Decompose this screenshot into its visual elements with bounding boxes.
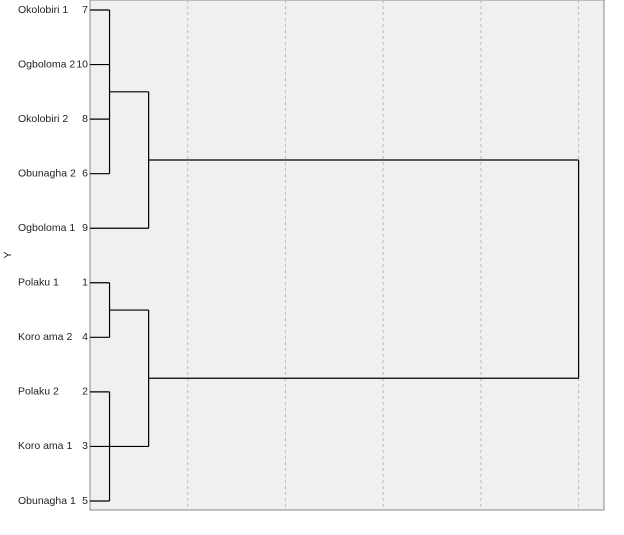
leaf-case: 6: [82, 167, 88, 179]
leaf-case: 4: [82, 331, 88, 343]
leaf-label: Koro ama 1: [18, 440, 72, 452]
leaf-label: Obunagha 2: [18, 167, 76, 179]
leaf-case: 9: [82, 222, 88, 234]
leaf-case: 10: [76, 58, 88, 70]
merge-link: [109, 309, 150, 448]
leaf-label: Obunagha 1: [18, 495, 76, 507]
leaf-label: Okolobiri 2: [18, 113, 68, 125]
leaf-label: Koro ama 2: [18, 331, 72, 343]
leaf-case: 1: [82, 277, 88, 289]
leaf-label: Ogboloma 1: [18, 222, 75, 234]
merge-link: [148, 159, 580, 379]
leaf-case: 7: [82, 4, 88, 16]
leaf-case: 8: [82, 113, 88, 125]
leaf-label: Polaku 2: [18, 386, 59, 398]
leaf-case: 2: [82, 386, 88, 398]
leaf-case: 3: [82, 440, 88, 452]
leaf-label: Okolobiri 1: [18, 4, 68, 16]
merge-link: [90, 91, 150, 229]
y-axis-label: Y: [2, 251, 14, 258]
leaf-label: Ogboloma 2: [18, 58, 75, 70]
plot-area: [89, 0, 605, 511]
leaf-case: 5: [82, 495, 88, 507]
leaf-label: Polaku 1: [18, 277, 59, 289]
